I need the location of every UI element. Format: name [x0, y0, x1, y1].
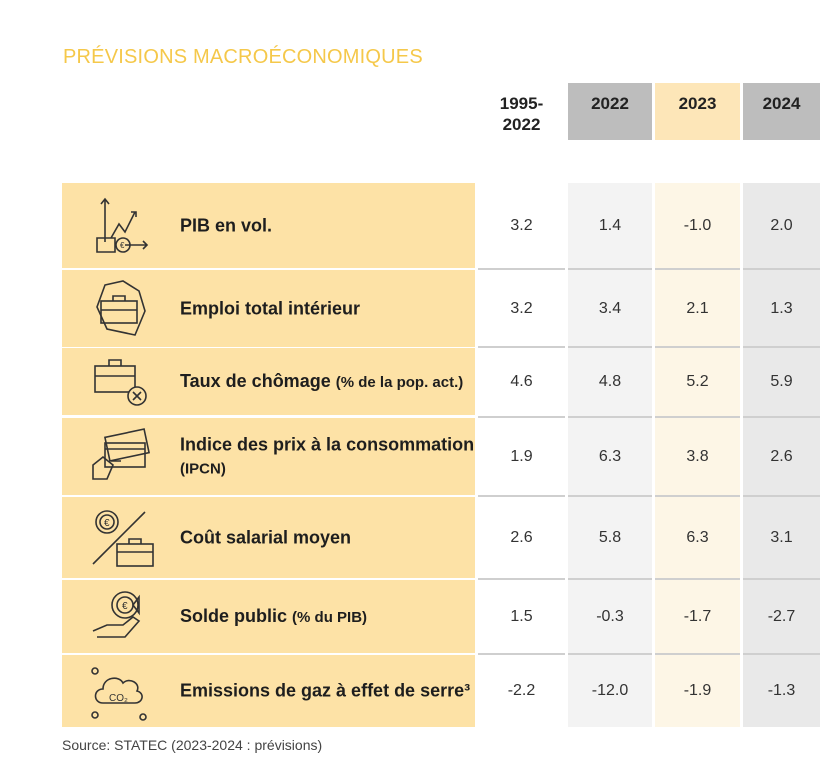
- row-label-cell: Indice des prix à la consommation (IPCN): [62, 418, 475, 495]
- table-row: € PIB en vol. 3.2 1.4 -1.0 2.0: [62, 183, 820, 268]
- value-cell: 1.9: [510, 447, 533, 465]
- header-2024: 2024: [743, 83, 820, 140]
- value-cell: 6.3: [686, 528, 709, 546]
- row-divider: [568, 268, 652, 270]
- table-row: € Coût salarial moyen 2.6 5.8 6.3 3.1: [62, 497, 820, 578]
- row-divider: [568, 495, 652, 497]
- header-2023: 2023: [655, 83, 740, 140]
- row-label: Solde public (% du PIB): [180, 605, 368, 626]
- header-1995-2022: 1995- 2022: [499, 94, 544, 134]
- svg-text:€: €: [104, 518, 110, 529]
- row-divider: [655, 653, 740, 655]
- row-label-cell: CO₂ Emissions de gaz à effet de serre³: [62, 655, 475, 727]
- table-row: Indice des prix à la consommation (IPCN)…: [62, 418, 820, 495]
- row-label-cell: € PIB en vol.: [62, 183, 475, 268]
- svg-text:€: €: [122, 601, 128, 612]
- row-label-cell: € Coût salarial moyen: [62, 497, 475, 578]
- row-label-cell: Emploi total intérieur: [62, 270, 475, 347]
- row-divider: [655, 346, 740, 348]
- row-label: Coût salarial moyen: [180, 527, 352, 547]
- table-row: € Solde public (% du PIB) 1.5 -0.3 -1.7 -2.7: [62, 580, 820, 653]
- row-divider: [478, 416, 565, 418]
- value-cell: 4.8: [598, 372, 622, 390]
- row-divider: [568, 653, 652, 655]
- header-2022: 2022: [568, 83, 652, 140]
- column-bg-2024: [743, 183, 820, 727]
- value-cell: 6.3: [598, 447, 622, 465]
- value-cell: -2.2: [507, 682, 536, 699]
- row-divider: [743, 268, 820, 270]
- row-divider: [478, 346, 565, 348]
- hand-euro-target-icon: €: [92, 590, 141, 638]
- row-divider: [655, 416, 740, 418]
- euro-briefcase-icon: €: [92, 509, 154, 567]
- value-cell: -0.3: [596, 607, 624, 625]
- value-cell: -1.0: [683, 216, 712, 234]
- growth-chart-coins-icon: €: [96, 197, 149, 253]
- value-cell: 2.1: [686, 299, 709, 317]
- value-cell: 2.0: [770, 216, 793, 234]
- value-cell: 3.4: [598, 299, 622, 317]
- row-label: Emploi total intérieur: [180, 298, 361, 318]
- row-divider: [568, 416, 652, 418]
- row-divider: [568, 346, 652, 348]
- value-cell: 1.4: [598, 216, 622, 234]
- svg-text:CO₂: CO₂: [109, 693, 128, 704]
- row-divider: [478, 653, 565, 655]
- table-row: Taux de chômage (% de la pop. act.) 4.6 4.…: [62, 348, 820, 415]
- value-cell: 5.2: [686, 372, 709, 390]
- row-divider: [743, 495, 820, 497]
- row-divider: [655, 268, 740, 270]
- row-label-unit: (% de la pop. act.): [335, 373, 464, 391]
- column-bg-2023: [655, 183, 740, 727]
- row-divider: [743, 416, 820, 418]
- row-label: PIB en vol.: [180, 215, 273, 235]
- row-divider: [655, 495, 740, 497]
- table-row: CO₂ Emissions de gaz à effet de serre³ -2…: [62, 655, 820, 727]
- value-cell: 4.6: [510, 372, 533, 390]
- value-cell: 3.2: [510, 216, 533, 234]
- co2-cloud-icon: CO₂: [91, 667, 147, 721]
- value-cell: -1.3: [767, 682, 796, 699]
- value-cell: 5.9: [770, 372, 793, 390]
- value-cell: 3.1: [770, 528, 793, 546]
- value-cell: 2.6: [510, 528, 533, 546]
- value-cell: 2.6: [770, 447, 793, 465]
- row-label-unit: (IPCN): [180, 460, 226, 477]
- briefcase-map-icon: [96, 279, 146, 336]
- row-divider: [743, 653, 820, 655]
- briefcase-cross-icon: [94, 358, 147, 406]
- value-cell: 5.8: [598, 528, 622, 546]
- row-divider: [743, 578, 820, 580]
- value-cell: 1.3: [770, 299, 793, 317]
- row-label-unit: (% du PIB): [292, 608, 368, 626]
- row-label: Emissions de gaz à effet de serre³: [180, 680, 471, 701]
- row-divider: [478, 268, 565, 270]
- svg-text:€: €: [120, 241, 125, 250]
- column-bg-2022: [568, 183, 652, 727]
- row-label-cell: Taux de chômage (% de la pop. act.): [62, 348, 475, 415]
- row-label-cell: € Solde public (% du PIB): [62, 580, 475, 653]
- credit-card-hand-icon: [92, 427, 151, 480]
- table-title: PRÉVISIONS MACROÉCONOMIQUES: [63, 46, 423, 68]
- value-cell: -1.9: [683, 682, 712, 699]
- value-cell: -1.7: [683, 607, 712, 625]
- table-row: Emploi total intérieur 3.2 3.4 2.1 1.3: [62, 270, 820, 347]
- value-cell: 1.5: [510, 607, 533, 625]
- row-divider: [568, 578, 652, 580]
- value-cell: 3.8: [686, 447, 709, 465]
- row-label: Indice des prix à la consommation (IPCN): [180, 434, 475, 477]
- value-cell: -12.0: [591, 682, 629, 699]
- value-cell: -2.7: [767, 607, 796, 625]
- row-divider: [478, 578, 565, 580]
- value-cell: 3.2: [510, 299, 533, 317]
- row-label: Taux de chômage (% de la pop. act.): [180, 370, 464, 391]
- row-divider: [478, 495, 565, 497]
- source-note: Source: STATEC (2023-2024 : prévisions): [62, 737, 323, 753]
- row-divider: [655, 578, 740, 580]
- row-divider: [743, 346, 820, 348]
